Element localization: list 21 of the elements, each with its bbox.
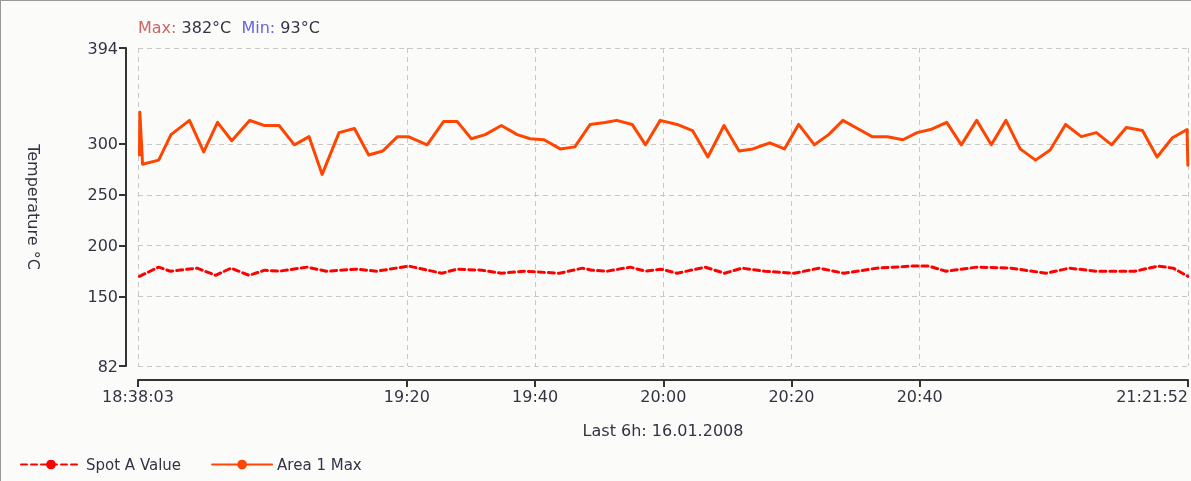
x-tick-label: 19:40 <box>512 386 559 406</box>
x-axis-title: Last 6h: 16.01.2008 <box>582 420 744 440</box>
y-tick-label: 150 <box>87 287 118 307</box>
x-tick-label: 20:40 <box>896 386 943 406</box>
x-tick-label: 20:20 <box>768 386 815 406</box>
x-tick-label: 21:21:52 <box>1116 386 1188 406</box>
y-tick-label: 394 <box>87 38 118 58</box>
text: Max: 382°C <box>138 17 232 37</box>
x-tick-label: 20:00 <box>640 386 687 406</box>
x-tick-label: 18:38:03 <box>102 386 174 406</box>
y-axis-title: Temperature °C <box>23 143 43 270</box>
y-tick-label: 82 <box>97 356 118 376</box>
y-tick-label: 200 <box>87 236 118 256</box>
line-series <box>137 110 1190 176</box>
legend-label: Area 1 Max <box>277 455 362 474</box>
legend-label: Spot A Value <box>86 455 182 474</box>
x-tick-label: 19:20 <box>383 386 430 406</box>
y-tick-label: 250 <box>87 185 118 205</box>
line-series <box>137 264 1190 278</box>
text: Min: 93°C <box>241 17 320 37</box>
y-tick-label: 300 <box>87 134 118 154</box>
